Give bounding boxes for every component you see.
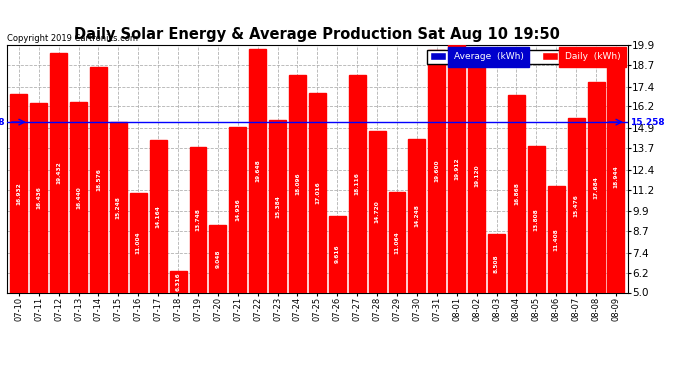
Text: 19.432: 19.432 bbox=[56, 161, 61, 184]
Text: 19.912: 19.912 bbox=[454, 158, 460, 180]
Bar bbox=[388, 192, 406, 292]
Text: 11.408: 11.408 bbox=[554, 228, 559, 251]
Bar bbox=[110, 122, 127, 292]
Bar bbox=[289, 75, 306, 292]
Text: 15.384: 15.384 bbox=[275, 195, 280, 218]
Bar bbox=[329, 216, 346, 292]
Bar bbox=[469, 58, 485, 292]
Bar bbox=[488, 234, 505, 292]
Bar bbox=[190, 147, 206, 292]
Bar bbox=[568, 118, 584, 292]
Text: 16.932: 16.932 bbox=[17, 182, 21, 205]
Text: 17.684: 17.684 bbox=[593, 176, 598, 199]
Title: Daily Solar Energy & Average Production Sat Aug 10 19:50: Daily Solar Energy & Average Production … bbox=[75, 27, 560, 42]
Bar bbox=[408, 139, 425, 292]
Text: 19.648: 19.648 bbox=[255, 159, 260, 182]
Text: 9.048: 9.048 bbox=[215, 250, 220, 268]
Bar bbox=[588, 82, 604, 292]
Bar bbox=[229, 128, 246, 292]
Text: 16.436: 16.436 bbox=[37, 186, 41, 209]
Bar bbox=[70, 102, 87, 292]
Bar bbox=[50, 53, 67, 292]
Bar bbox=[607, 61, 624, 292]
Text: 14.936: 14.936 bbox=[235, 199, 240, 221]
Text: 18.944: 18.944 bbox=[613, 165, 618, 188]
Bar bbox=[448, 45, 465, 292]
Text: 8.508: 8.508 bbox=[494, 254, 499, 273]
Text: 14.720: 14.720 bbox=[375, 200, 380, 223]
Text: 18.116: 18.116 bbox=[355, 172, 359, 195]
Bar bbox=[10, 94, 28, 292]
Bar bbox=[368, 131, 386, 292]
Text: 11.004: 11.004 bbox=[136, 231, 141, 254]
Text: 9.616: 9.616 bbox=[335, 245, 339, 264]
Bar bbox=[269, 120, 286, 292]
Bar bbox=[150, 140, 166, 292]
Bar bbox=[130, 193, 147, 292]
Text: 15.248: 15.248 bbox=[116, 196, 121, 219]
Text: 13.808: 13.808 bbox=[534, 208, 539, 231]
Text: 17.016: 17.016 bbox=[315, 182, 320, 204]
Bar bbox=[170, 271, 186, 292]
Text: 19.120: 19.120 bbox=[474, 164, 479, 186]
Text: 6.316: 6.316 bbox=[175, 272, 181, 291]
Text: 18.576: 18.576 bbox=[96, 168, 101, 191]
Text: 15.258: 15.258 bbox=[0, 118, 5, 127]
Text: 16.440: 16.440 bbox=[76, 186, 81, 209]
Bar bbox=[528, 146, 545, 292]
Text: 19.600: 19.600 bbox=[434, 160, 440, 183]
Text: 13.748: 13.748 bbox=[195, 209, 201, 231]
Bar bbox=[428, 50, 445, 292]
Text: 15.258: 15.258 bbox=[630, 118, 664, 127]
Bar bbox=[210, 225, 226, 292]
Text: 15.476: 15.476 bbox=[573, 194, 579, 217]
Text: 18.096: 18.096 bbox=[295, 172, 300, 195]
Bar bbox=[90, 67, 107, 292]
Text: 14.248: 14.248 bbox=[415, 204, 420, 227]
Legend: Average  (kWh), Daily  (kWh): Average (kWh), Daily (kWh) bbox=[428, 50, 623, 64]
Text: Copyright 2019 Cartronics.com: Copyright 2019 Cartronics.com bbox=[7, 33, 138, 42]
Text: 16.868: 16.868 bbox=[514, 183, 519, 206]
Bar bbox=[30, 102, 47, 292]
Bar bbox=[508, 95, 525, 292]
Bar bbox=[348, 75, 366, 292]
Text: 14.164: 14.164 bbox=[156, 205, 161, 228]
Bar bbox=[249, 49, 266, 292]
Bar bbox=[548, 186, 564, 292]
Text: 11.064: 11.064 bbox=[395, 231, 400, 254]
Bar bbox=[309, 93, 326, 292]
